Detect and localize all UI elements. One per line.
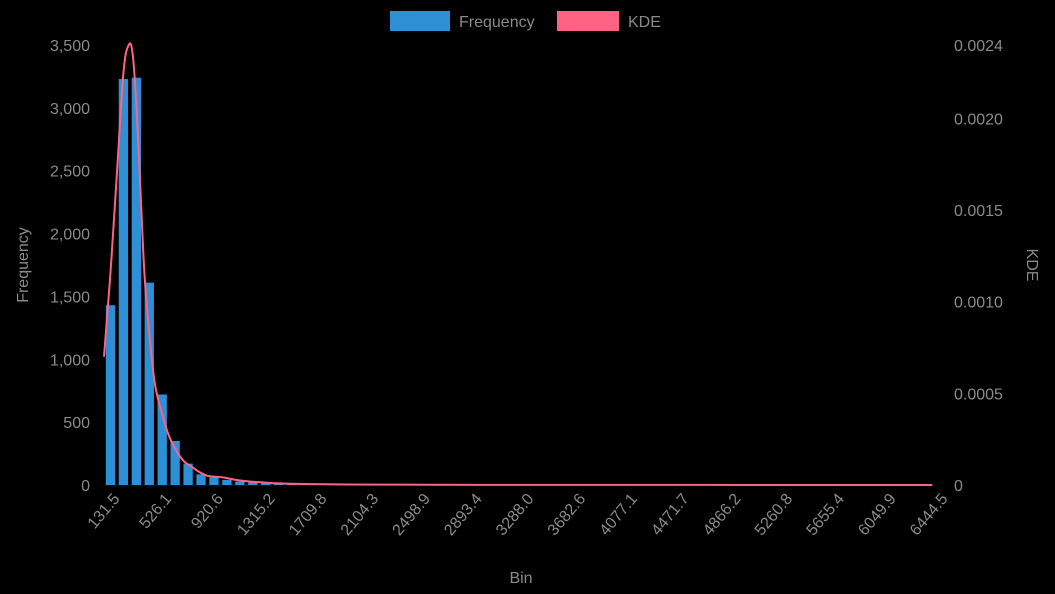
x-tick-label: 4866.2 — [700, 491, 745, 539]
legend-label-frequency: Frequency — [459, 14, 535, 31]
frequency-bar[interactable] — [222, 479, 232, 485]
y-tick-label: 3,500 — [50, 38, 90, 55]
legend-item-kde[interactable]: KDE — [557, 11, 661, 31]
x-tick-label: 920.6 — [188, 491, 227, 533]
x-axis-title: Bin — [509, 570, 532, 587]
x-tick-label: 5260.8 — [752, 491, 797, 539]
y2-tick-label: 0.0015 — [954, 203, 1003, 220]
frequency-bar[interactable] — [118, 78, 129, 485]
x-tick-label: 1315.2 — [234, 491, 279, 539]
legend-swatch-kde — [557, 11, 619, 31]
y-axis-right: 0 0.0005 0.0010 0.0015 0.0020 0.0024 — [954, 38, 1003, 495]
frequency-bar[interactable] — [131, 77, 141, 485]
y-tick-label: 1,500 — [50, 289, 90, 306]
x-axis: 131.5 526.1 920.6 1315.2 1709.8 2104.3 2498.9 2… — [85, 491, 952, 539]
y-tick-label: 1,000 — [50, 352, 90, 369]
y2-tick-label: 0.0005 — [954, 386, 1003, 403]
frequency-bar[interactable] — [157, 394, 167, 485]
frequency-bar[interactable] — [274, 483, 284, 485]
x-tick-label: 3682.6 — [545, 491, 590, 539]
legend[interactable]: Frequency KDE — [390, 11, 661, 31]
legend-label-kde: KDE — [628, 14, 661, 31]
kde-line-group — [103, 42, 933, 486]
y-axis-title: Frequency — [15, 227, 32, 303]
y2-axis-title: KDE — [1023, 249, 1040, 282]
y2-tick-label: 0.0024 — [954, 38, 1003, 55]
x-tick-label: 6444.5 — [907, 491, 952, 539]
legend-item-frequency[interactable]: Frequency — [390, 11, 535, 31]
x-tick-label: 4077.1 — [597, 491, 642, 539]
x-tick-label: 2104.3 — [338, 491, 383, 539]
frequency-bar[interactable] — [170, 441, 180, 485]
frequency-bar[interactable] — [248, 482, 258, 485]
x-tick-label: 2498.9 — [390, 491, 435, 539]
x-tick-label: 3288.0 — [493, 491, 538, 539]
x-tick-label: 5655.4 — [804, 491, 849, 539]
y2-tick-label: 0 — [954, 478, 963, 495]
y-tick-label: 2,000 — [50, 227, 90, 244]
y-tick-label: 500 — [63, 415, 90, 432]
x-tick-label: 1709.8 — [286, 491, 331, 539]
frequency-bar[interactable] — [235, 481, 245, 485]
frequency-bars — [105, 77, 517, 485]
frequency-bar[interactable] — [209, 477, 219, 485]
x-tick-label: 4471.7 — [648, 491, 693, 539]
y-tick-label: 2,500 — [50, 164, 90, 181]
frequency-bar[interactable] — [261, 483, 271, 485]
y-tick-label: 3,000 — [50, 101, 90, 118]
y2-tick-label: 0.0010 — [954, 295, 1003, 312]
x-tick-label: 526.1 — [137, 491, 176, 533]
frequency-bar[interactable] — [183, 463, 193, 485]
frequency-bar[interactable] — [105, 305, 116, 485]
y-tick-label: 0 — [81, 478, 90, 495]
frequency-bar[interactable] — [196, 474, 206, 485]
y-axis-left: 0 500 1,000 1,500 2,000 2,500 3,000 3,500 — [50, 38, 90, 495]
x-tick-label: 6049.9 — [855, 491, 900, 539]
legend-swatch-frequency — [390, 11, 450, 31]
y2-tick-label: 0.0020 — [954, 111, 1003, 128]
kde-line[interactable] — [103, 42, 933, 486]
x-tick-label: 2893.4 — [441, 491, 486, 539]
frequency-bar[interactable] — [144, 282, 154, 485]
x-tick-label: 131.5 — [85, 491, 124, 533]
